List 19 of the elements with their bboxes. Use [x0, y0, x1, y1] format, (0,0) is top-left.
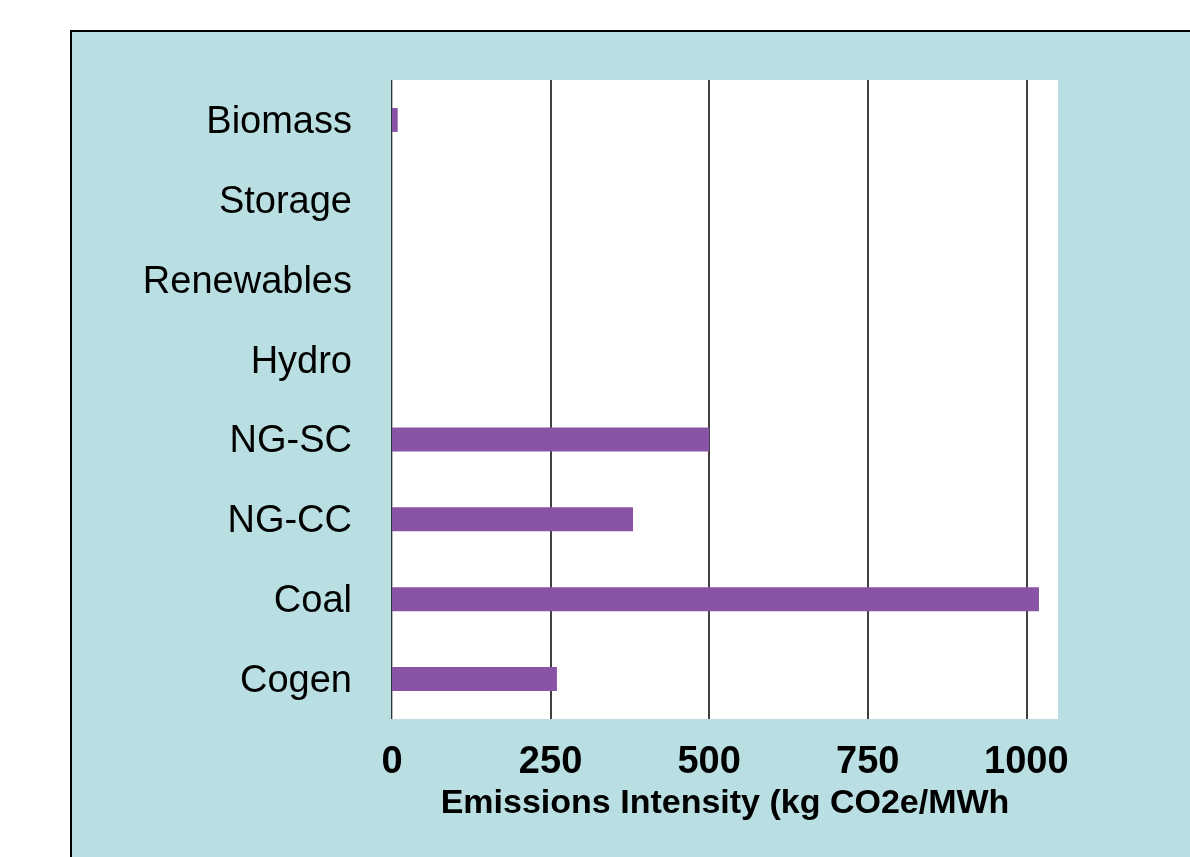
- x-axis-title: Emissions Intensity (kg CO2e/MWh: [440, 781, 1010, 820]
- y-tick-label: Biomass: [206, 98, 352, 141]
- y-tick-label: Cogen: [240, 658, 352, 701]
- bar: [392, 427, 710, 452]
- y-tick-label: Coal: [273, 578, 352, 621]
- y-tick-label: Renewables: [142, 258, 352, 301]
- bar: [392, 507, 634, 532]
- bar: [392, 587, 1039, 612]
- y-tick-label: Storage: [218, 178, 352, 221]
- y-tick-label: NG-SC: [229, 418, 352, 461]
- y-tick-label: NG-CC: [227, 498, 352, 541]
- x-tick-label: 750: [836, 739, 900, 781]
- x-tick-label: 500: [677, 739, 741, 781]
- x-tick-label: 250: [518, 739, 583, 781]
- bar: [392, 107, 398, 132]
- x-tick-label: 1000: [984, 739, 1069, 781]
- bar: [392, 667, 557, 692]
- y-tick-label: Hydro: [250, 338, 352, 381]
- x-tick-label: 0: [381, 739, 403, 781]
